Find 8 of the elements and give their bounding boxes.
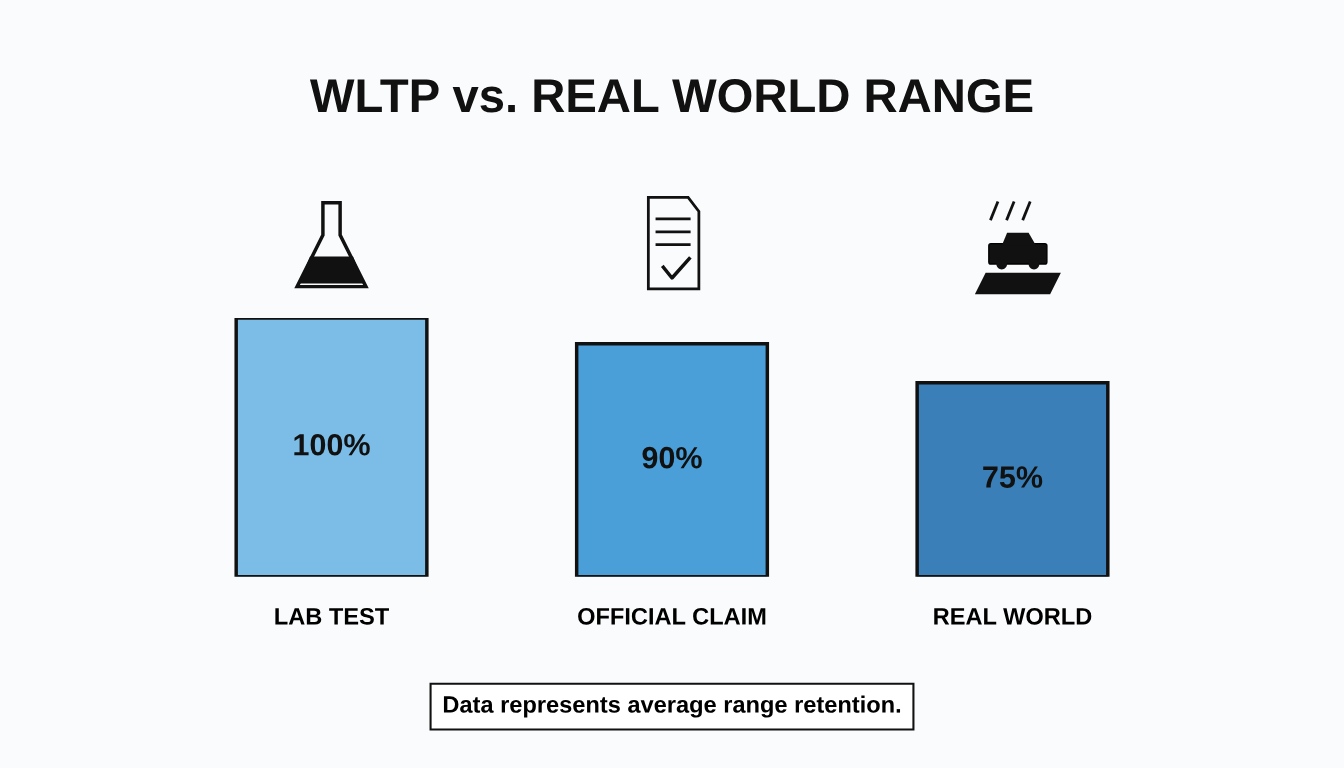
data-label: 100% (294, 433, 370, 456)
data-label: 90% (642, 446, 702, 469)
x-tick-label: LAB TEST (275, 607, 389, 625)
x-tick-label: OFFICIAL CLAIM (578, 607, 766, 625)
data-label: 75% (983, 466, 1043, 488)
chart-title: WLTP vs. REAL WORLD RANGE (309, 79, 1033, 113)
text: Data represents average range retention. (443, 695, 901, 718)
x-tick-label: REAL WORLD (934, 607, 1092, 625)
